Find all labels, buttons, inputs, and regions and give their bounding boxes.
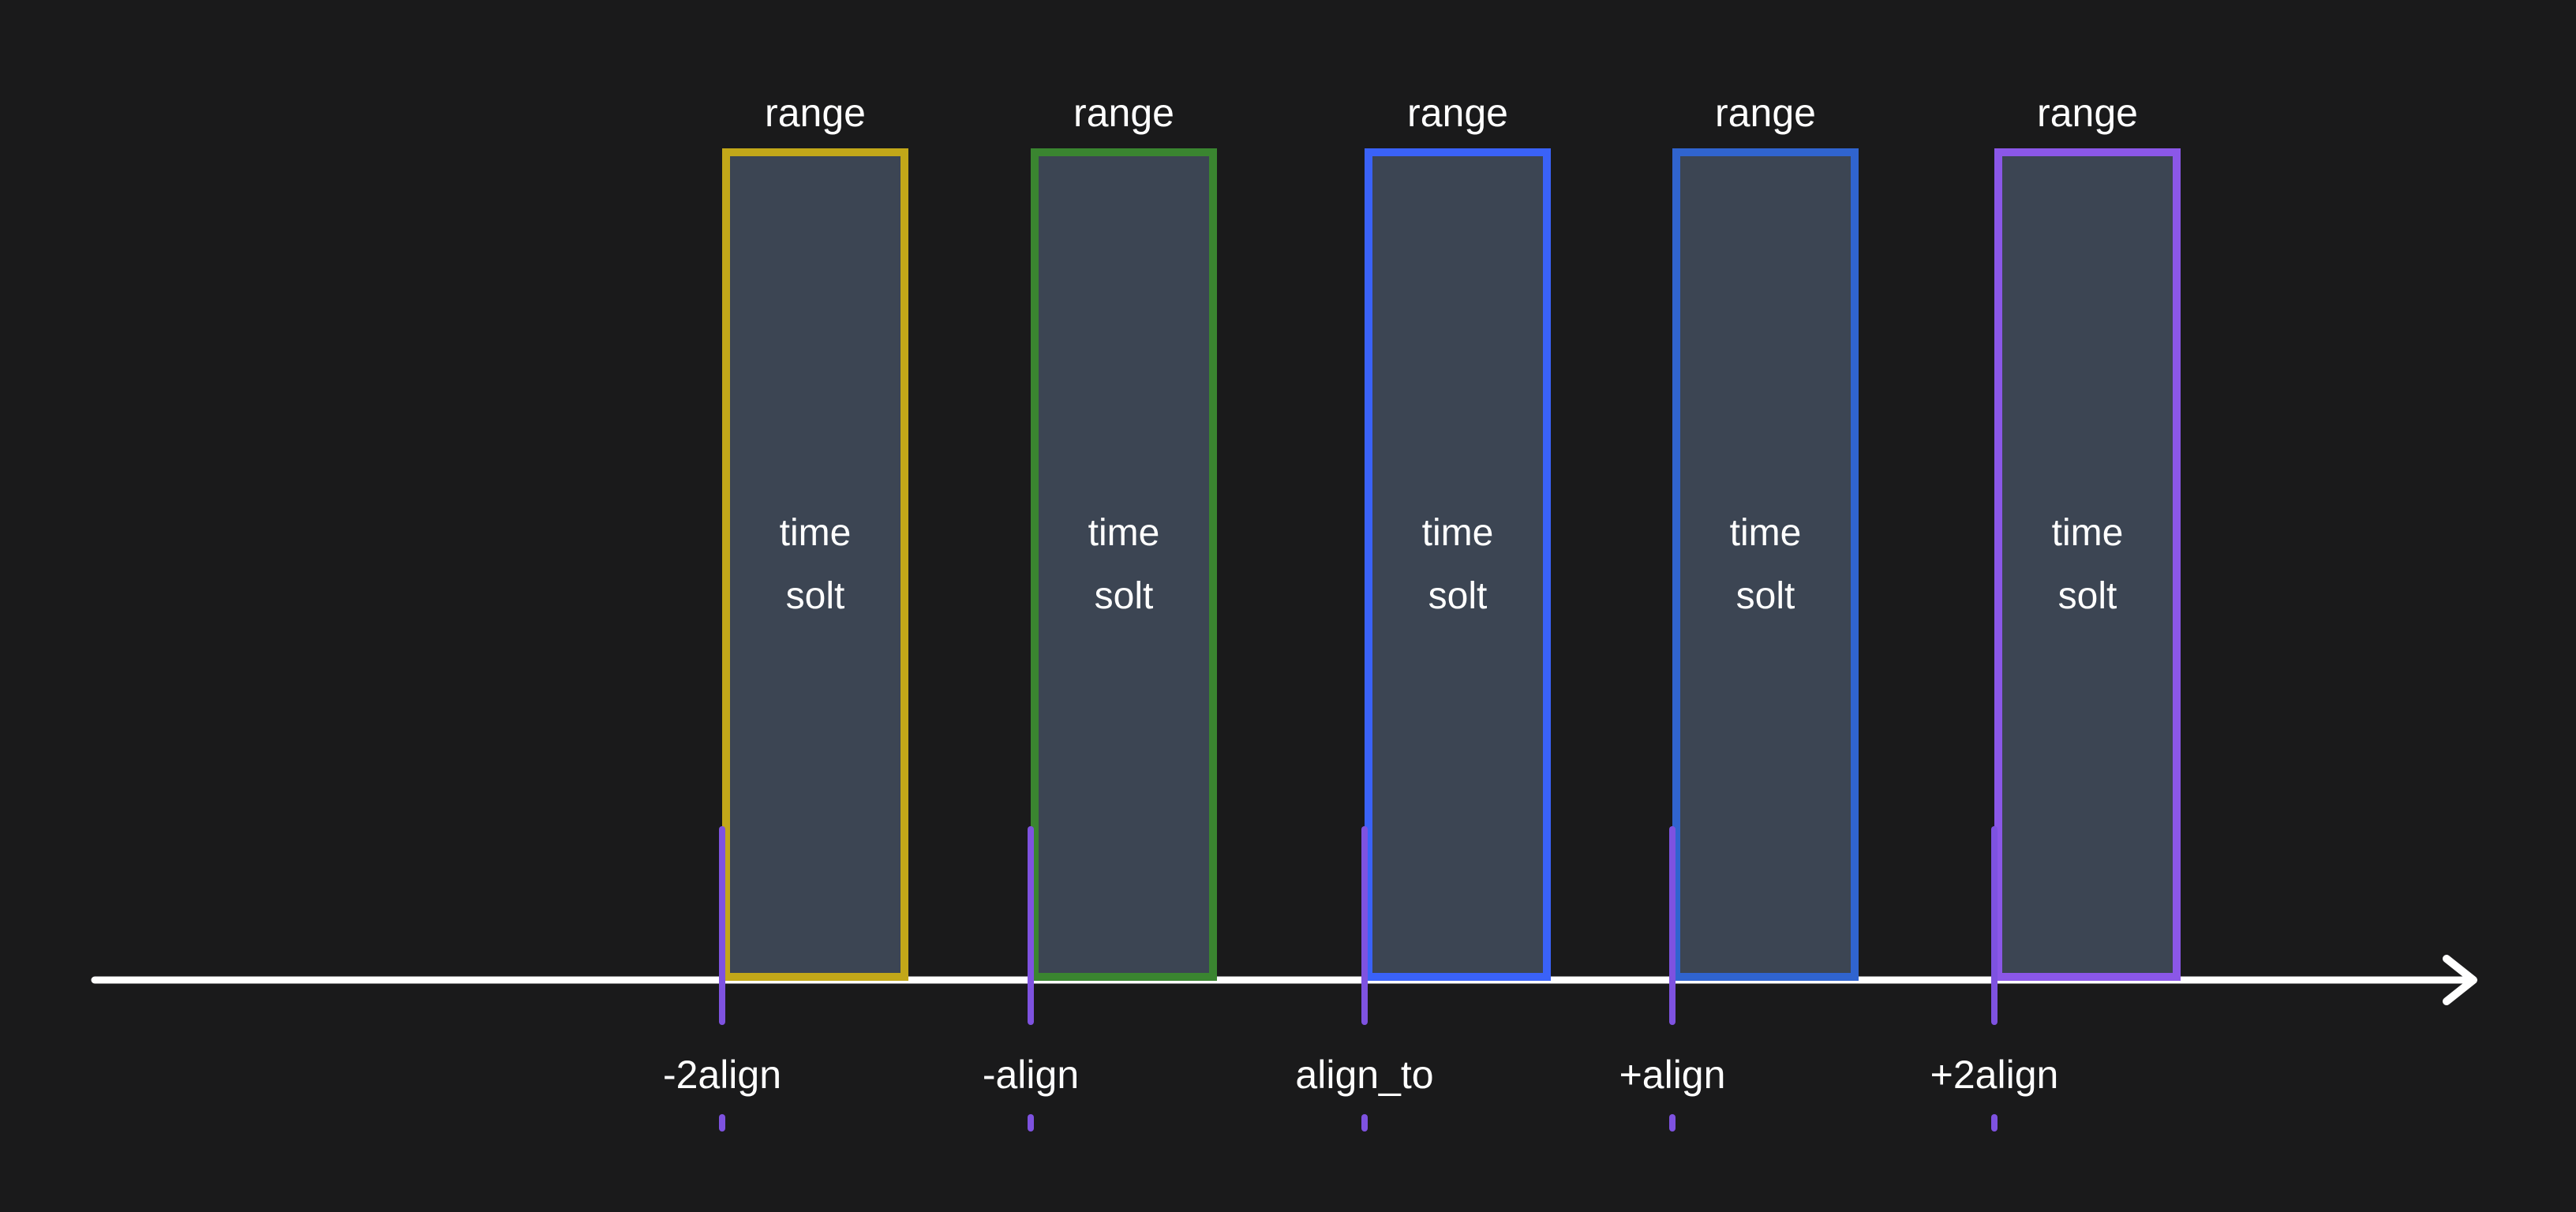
- timeslot-box-label-line2: solt: [785, 574, 845, 617]
- axis-small-tick: [1669, 1114, 1676, 1132]
- axis-tick-label: align_to: [1295, 1053, 1434, 1097]
- timeslot-box-label-line1: time: [2051, 511, 2124, 554]
- axis-tick-label: +2align: [1930, 1053, 2059, 1097]
- timeslot-box-label-line1: time: [779, 511, 852, 554]
- timeslot-box-label: time solt: [1422, 502, 1494, 628]
- align-marker-line: [1028, 826, 1034, 1025]
- axis-small-tick: [1361, 1114, 1368, 1132]
- timeslot-box: time solt: [1994, 148, 2181, 981]
- timeslot-box: time solt: [1031, 148, 1217, 981]
- timeslot-box-label-line1: time: [1088, 511, 1160, 554]
- timeslot-box-label-line2: solt: [1735, 574, 1795, 617]
- axis-tick-label: -align: [982, 1053, 1080, 1097]
- timeslot-box: time solt: [722, 148, 908, 981]
- range-label: range: [1407, 91, 1508, 135]
- range-label: range: [1715, 91, 1816, 135]
- axis-small-tick: [1028, 1114, 1034, 1132]
- timeslot-box-label: time solt: [2052, 502, 2124, 628]
- timeslot-box: time solt: [1365, 148, 1551, 981]
- align-marker-line: [1361, 826, 1368, 1025]
- timeslot-box-label: time solt: [1730, 502, 1802, 628]
- timeslot-box-label-line1: time: [1421, 511, 1494, 554]
- timeslot-box-label-line2: solt: [2057, 574, 2117, 617]
- range-label: range: [2037, 91, 2138, 135]
- range-label: range: [765, 91, 866, 135]
- timeslot-box-label-line2: solt: [1428, 574, 1488, 617]
- axis-tick-label: +align: [1619, 1053, 1726, 1097]
- arrow-right-icon: [2443, 955, 2477, 1005]
- align-marker-line: [1991, 826, 1998, 1025]
- timeslot-box: time solt: [1672, 148, 1859, 981]
- axis-small-tick: [719, 1114, 725, 1132]
- align-marker-line: [1669, 826, 1676, 1025]
- align-marker-line: [719, 826, 725, 1025]
- timeslot-box-label-line2: solt: [1094, 574, 1154, 617]
- range-label: range: [1073, 91, 1174, 135]
- axis-small-tick: [1991, 1114, 1998, 1132]
- axis-tick-label: -2align: [662, 1053, 782, 1097]
- timeslot-box-label: time solt: [780, 502, 852, 628]
- timeslot-box-label-line1: time: [1729, 511, 1802, 554]
- timeslot-box-label: time solt: [1088, 502, 1160, 628]
